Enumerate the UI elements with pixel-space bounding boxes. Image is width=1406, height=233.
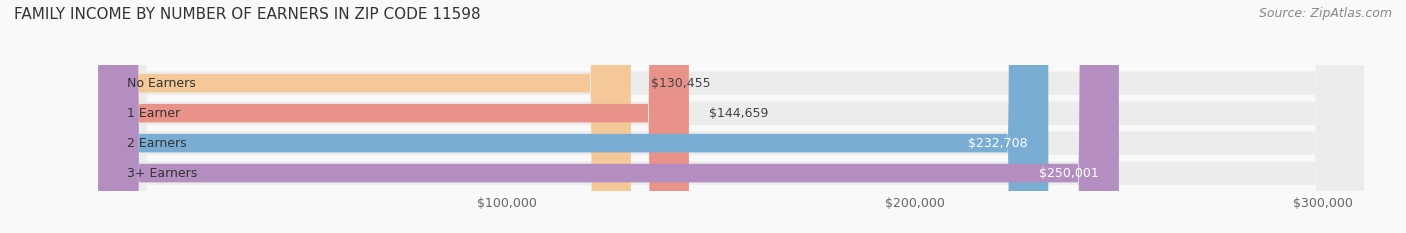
Text: $144,659: $144,659: [709, 107, 769, 120]
FancyBboxPatch shape: [98, 0, 1364, 233]
Text: 3+ Earners: 3+ Earners: [127, 167, 197, 180]
FancyBboxPatch shape: [98, 0, 1364, 233]
Text: FAMILY INCOME BY NUMBER OF EARNERS IN ZIP CODE 11598: FAMILY INCOME BY NUMBER OF EARNERS IN ZI…: [14, 7, 481, 22]
FancyBboxPatch shape: [98, 0, 1049, 233]
Text: $130,455: $130,455: [651, 77, 711, 90]
FancyBboxPatch shape: [98, 0, 689, 233]
Text: No Earners: No Earners: [127, 77, 195, 90]
Text: $232,708: $232,708: [969, 137, 1028, 150]
FancyBboxPatch shape: [98, 0, 631, 233]
FancyBboxPatch shape: [98, 0, 1364, 233]
FancyBboxPatch shape: [98, 0, 1364, 233]
Text: 1 Earner: 1 Earner: [127, 107, 180, 120]
Text: Source: ZipAtlas.com: Source: ZipAtlas.com: [1258, 7, 1392, 20]
Text: 2 Earners: 2 Earners: [127, 137, 187, 150]
FancyBboxPatch shape: [98, 0, 1119, 233]
Text: $250,001: $250,001: [1039, 167, 1098, 180]
